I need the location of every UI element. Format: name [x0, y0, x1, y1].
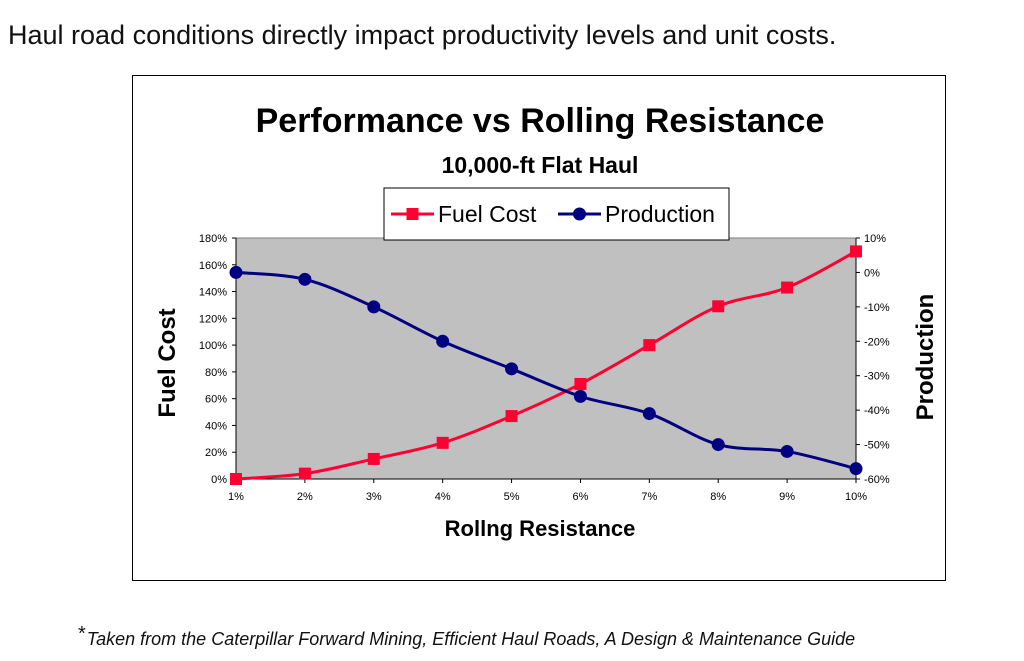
x-tick-label: 3% [366, 491, 382, 503]
y-right-tick-label: -10% [864, 302, 890, 314]
chart-svg: Performance vs Rolling Resistance 10,000… [154, 102, 939, 541]
y-left-tick-label: 40% [205, 420, 227, 432]
fuel-cost-point [712, 300, 725, 313]
x-axis-label: Rollng Resistance [445, 516, 636, 541]
chart-subtitle: 10,000-ft Flat Haul [442, 152, 639, 178]
fuel-cost-point [436, 436, 449, 449]
production-point [849, 462, 863, 476]
x-tick-label: 2% [297, 491, 313, 503]
y-left-tick-label: 0% [211, 474, 227, 486]
y-left-tick-label: 80% [205, 367, 227, 379]
chart-legend: Fuel Cost Production [383, 187, 730, 241]
y-axis-right-label: Production [912, 294, 939, 421]
production-point [573, 389, 587, 403]
y-left-tick-label: 60% [205, 394, 227, 406]
footnote-marker: * [78, 623, 86, 645]
legend-fuel-cost-marker [406, 208, 419, 220]
production-line [235, 270, 857, 471]
fuel-cost-point [230, 473, 242, 485]
legend-fuel-cost-label: Fuel Cost [438, 201, 537, 227]
y-left-tick-label: 20% [205, 447, 227, 459]
production-point [780, 444, 794, 458]
production-point [367, 300, 381, 314]
fuel-cost-point [781, 281, 794, 294]
production-point [229, 265, 243, 279]
x-tick-label: 1% [228, 491, 244, 503]
plot-area: 0% 20% 40% 60% 80% 100% 120% 140% 160% 180% -60% -5… [199, 233, 890, 503]
production-point [298, 272, 312, 286]
y-right-tick-label: -20% [864, 336, 890, 348]
chart-title: Performance vs Rolling Resistance [256, 102, 825, 140]
y-right-tick-label: -50% [864, 440, 890, 452]
fuel-cost-point [298, 467, 311, 480]
x-tick-label: 9% [779, 491, 795, 503]
y-left-tick-label: 180% [199, 233, 227, 245]
legend-production-label: Production [605, 201, 715, 227]
x-tick-label: 4% [435, 491, 451, 503]
plot-background [235, 237, 857, 480]
x-tick-label: 8% [710, 491, 726, 503]
production-point [642, 407, 656, 421]
y-right-tick-label: -40% [864, 405, 890, 417]
slide-headline: Haul road conditions directly impact pro… [8, 20, 837, 50]
footnote-text: Taken from the Caterpillar Forward Minin… [86, 629, 856, 649]
x-tick-label: 5% [504, 491, 520, 503]
y-left-tick-label: 100% [199, 340, 227, 352]
source-footnote: *Taken from the Caterpillar Forward Mini… [78, 623, 856, 651]
fuel-cost-point [367, 452, 380, 465]
fuel-cost-point [643, 339, 656, 352]
production-point [711, 438, 725, 452]
y-left-tick-label: 120% [199, 313, 227, 325]
legend-box [383, 187, 730, 241]
fuel-cost-point [850, 245, 862, 258]
y-left-tick-label: 140% [199, 287, 227, 299]
fuel-cost-point [574, 377, 587, 390]
y-right-tick-label: -30% [864, 371, 890, 383]
y-axis-left-label: Fuel Cost [154, 308, 181, 417]
fuel-cost-line [235, 250, 857, 481]
legend-production-marker [573, 207, 586, 221]
x-tick-label: 7% [641, 491, 657, 503]
x-tick-label: 10% [845, 491, 867, 503]
fuel-cost-point [505, 410, 518, 423]
y-right-tick-label: -60% [864, 474, 890, 486]
y-right-tick-label: 10% [864, 233, 886, 245]
production-point [436, 334, 450, 348]
production-point [505, 362, 519, 376]
y-left-tick-label: 160% [199, 260, 227, 272]
x-tick-label: 6% [572, 491, 588, 503]
chart-frame: Performance vs Rolling Resistance 10,000… [132, 75, 946, 581]
y-right-tick-label: 0% [864, 267, 880, 279]
